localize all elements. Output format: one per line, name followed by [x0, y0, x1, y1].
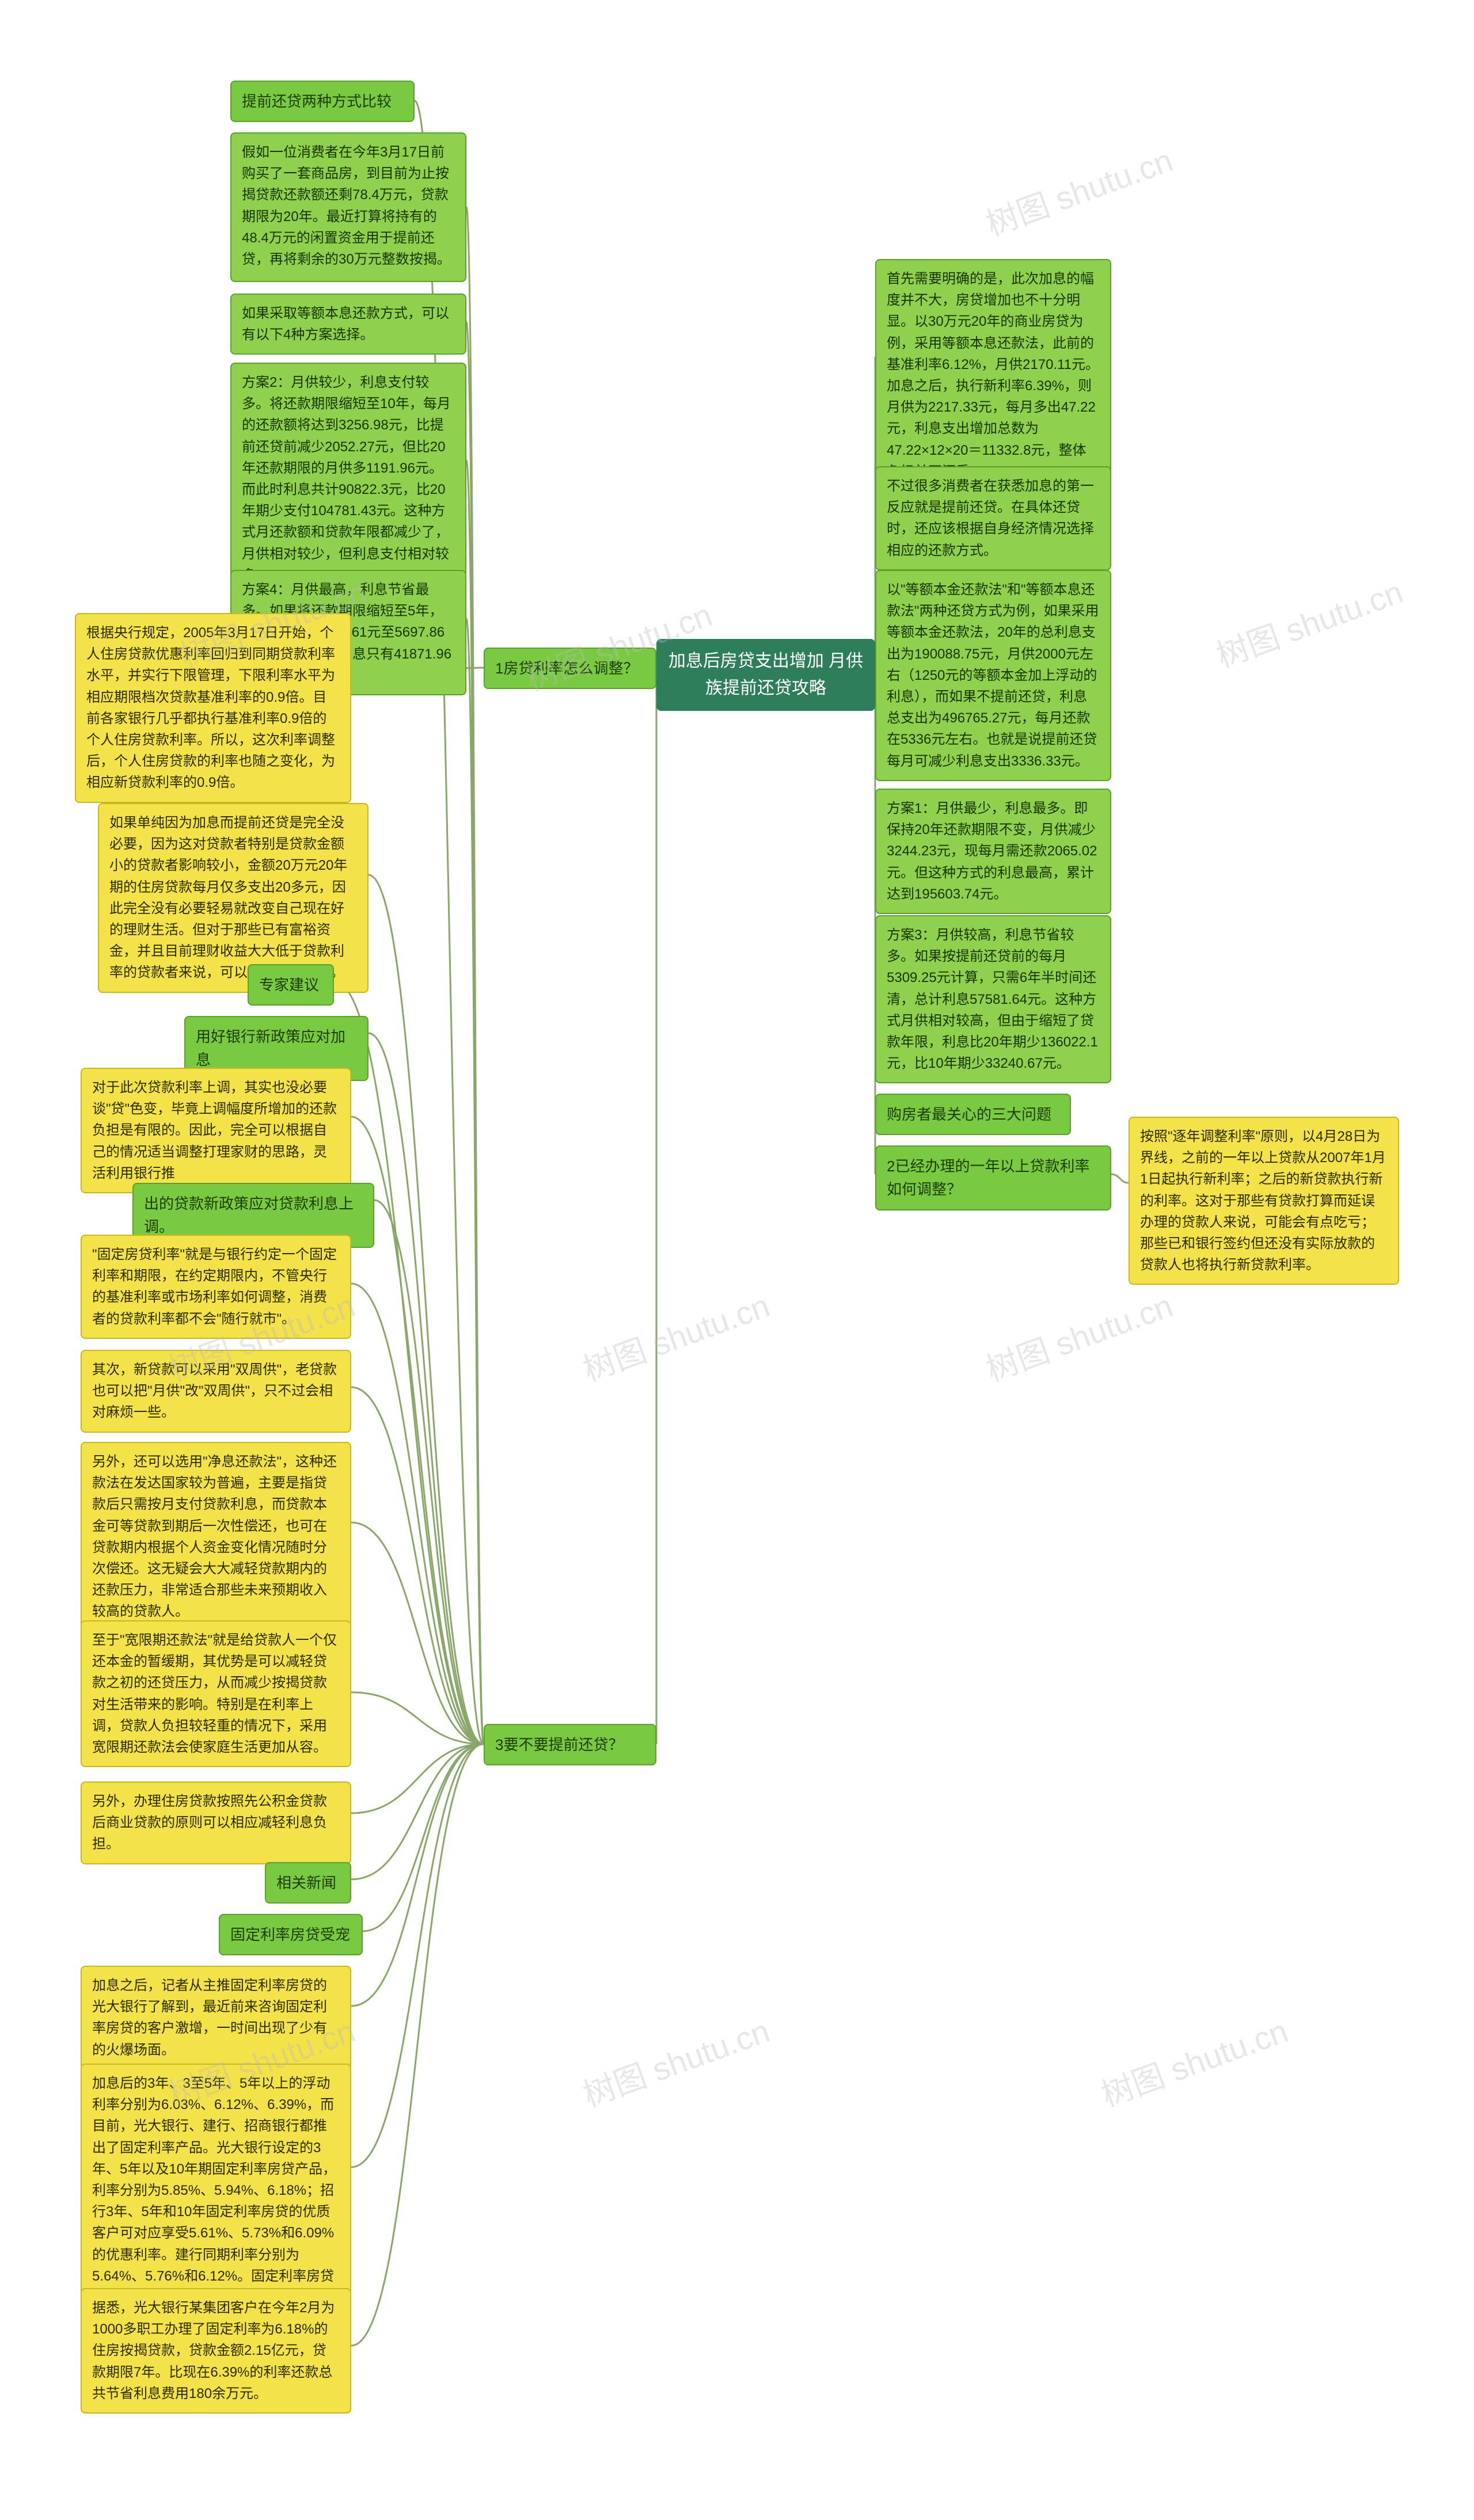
node-l3j: 另外，办理住房贷款按照先公积金贷款后商业贷款的原则可以相应减轻利息负担。	[81, 1781, 351, 1864]
connector	[351, 1387, 484, 1744]
node-l3b: 专家建议	[248, 964, 334, 1006]
node-r2c: 按照"逐年调整利率"原则，以4月28日为界线，之前的一年以上贷款从2007年1月…	[1129, 1117, 1399, 1285]
node-l3n: 加息后的3年、3至5年、5年以上的浮动利率分别为6.03%、6.12%、6.39…	[81, 2064, 351, 2317]
node-l1c: 根据央行规定，2005年3月17日开始，个人住房贷款优惠利率回归到同期贷款利率水…	[75, 613, 351, 803]
node-l3o: 据悉，光大银行某集团客户在今年2月为1000多职工办理了固定利率为6.18%的住…	[81, 2288, 351, 2414]
connector	[351, 1692, 484, 1744]
watermark: 树图 shutu.cn	[979, 135, 1179, 245]
connector	[351, 1284, 484, 1744]
node-l3g: 其次，新贷款可以采用"双周供"，老贷款也可以把"月供"改"双周供"，只不过会相对…	[81, 1350, 351, 1433]
watermark: 树图 shutu.cn	[576, 1280, 776, 1391]
connector	[351, 1744, 484, 1813]
node-lg4: 方案2：月供较少，利息支付较多。将还款期限缩短至10年，每月的还款额将达到325…	[230, 363, 466, 595]
connector	[466, 207, 484, 1744]
connector	[1111, 1174, 1129, 1183]
watermark: 树图 shutu.cn	[979, 1280, 1179, 1391]
connector	[466, 322, 484, 1744]
section-L1: 1房贷利率怎么调整？	[484, 648, 656, 689]
connector	[374, 1200, 484, 1744]
node-l3h: 另外，还可以选用"净息还款法"，这种还款法在发达国家较为普遍，主要是指贷款后只需…	[81, 1442, 351, 1632]
node-l3m: 加息之后，记者从主推固定利率房贷的光大银行了解到，最近前来咨询固定利率房贷的客户…	[81, 1966, 351, 2070]
node-l3l: 固定利率房贷受宠	[219, 1914, 363, 1955]
node-l3d: 对于此次贷款利率上调，其实也没必要谈"贷"色变，毕竟上调幅度所增加的还款负担是有…	[81, 1068, 351, 1193]
connector	[363, 1744, 484, 1931]
node-rg3: 以"等额本金还款法"和"等额本息还款法"两种还贷方式为例，如果采用等额本金还款法…	[875, 570, 1111, 781]
section-R2: 2已经办理的一年以上贷款利率如何调整？	[875, 1145, 1111, 1210]
node-rg5: 方案3：月供较高，利息节省较多。如果按提前还贷前的每月5309.25元计算，只需…	[875, 915, 1111, 1083]
node-lg1: 提前还贷两种方式比较	[230, 81, 415, 122]
connector	[368, 875, 484, 1744]
connector	[351, 1744, 484, 1879]
connector	[368, 1033, 484, 1744]
node-l3f: "固定房贷利率"就是与银行约定一个固定利率和期限，在约定期限内，不管央行的基准利…	[81, 1235, 351, 1339]
node-lg2: 假如一位消费者在今年3月17日前购买了一套商品房，到目前为止按揭贷款还款额还剩7…	[230, 132, 466, 282]
watermark: 树图 shutu.cn	[1094, 2005, 1294, 2116]
section-R_buyerQ: 购房者最关心的三大问题	[875, 1094, 1071, 1135]
connector	[466, 460, 484, 1744]
node-rg1: 首先需要明确的是，此次加息的幅度并不大，房贷增加也不十分明显。以30万元20年的…	[875, 259, 1111, 492]
node-rg2: 不过很多消费者在获悉加息的第一反应就是提前还贷。在具体还贷时，还应该根据自身经济…	[875, 466, 1111, 570]
connector	[334, 981, 484, 1744]
node-rg4: 方案1：月供最少，利息最多。即保持20年还款期限不变，月供减少3244.23元，…	[875, 789, 1111, 914]
connector	[351, 1744, 484, 2346]
watermark: 树图 shutu.cn	[576, 2005, 776, 2116]
root-node: 加息后房贷支出增加 月供族提前还贷攻略	[656, 639, 875, 711]
section-L3: 3要不要提前还贷？	[484, 1724, 656, 1765]
node-l3i: 至于"宽限期还款法"就是给贷款人一个仅还本金的暂缓期，其优势是可以减轻贷款之初的…	[81, 1620, 351, 1767]
node-l3k: 相关新闻	[265, 1862, 351, 1904]
connector	[466, 619, 484, 1744]
connector	[351, 1744, 484, 2006]
connector	[351, 1522, 484, 1744]
connector	[351, 1744, 484, 2167]
node-lg3: 如果采取等额本息还款方式，可以有以下4种方案选择。	[230, 294, 466, 355]
watermark: 树图 shutu.cn	[1209, 566, 1409, 677]
